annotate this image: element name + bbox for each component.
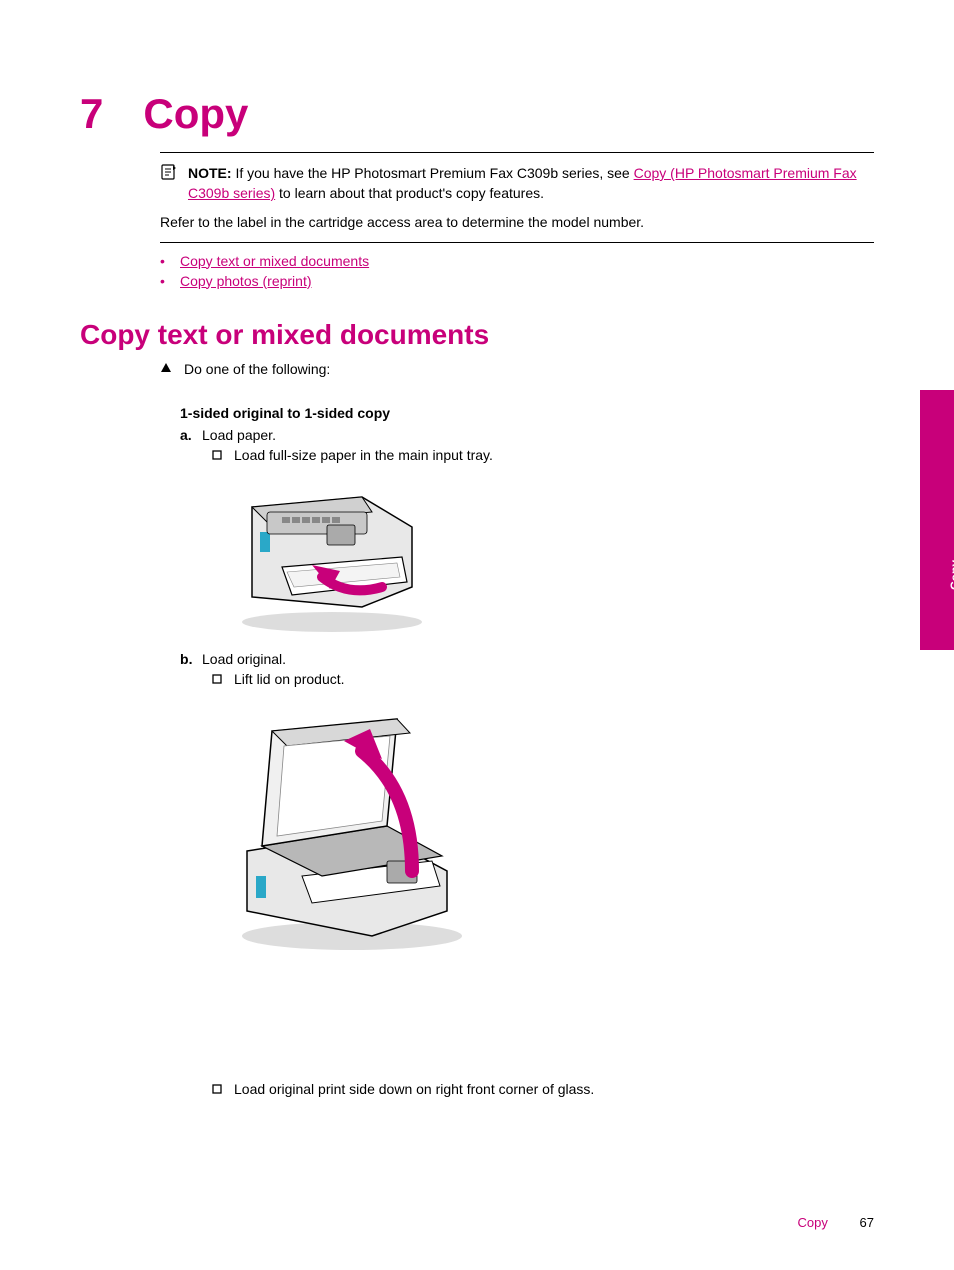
chapter-heading: 7 Copy bbox=[80, 90, 874, 138]
note-icon bbox=[160, 163, 178, 204]
step-a-text: Load paper. bbox=[202, 427, 276, 443]
footer-page-number: 67 bbox=[860, 1215, 874, 1230]
chapter-title: Copy bbox=[143, 90, 248, 138]
step-b: b. Load original. bbox=[180, 651, 874, 667]
step-b-sub-text: Lift lid on product. bbox=[234, 671, 345, 687]
note-block: NOTE: If you have the HP Photosmart Prem… bbox=[160, 163, 874, 204]
subsection-heading: 1-sided original to 1-sided copy bbox=[180, 405, 874, 421]
rule-top bbox=[160, 152, 874, 153]
square-bullet-icon bbox=[212, 1081, 224, 1097]
square-bullet-icon bbox=[212, 447, 224, 463]
chapter-number: 7 bbox=[80, 90, 103, 138]
step-intro-text: Do one of the following: bbox=[184, 361, 330, 377]
manual-page: 7 Copy NOTE: If you have the HP Photosma… bbox=[0, 0, 954, 1270]
step-letter-b: b. bbox=[180, 651, 194, 667]
note-body: NOTE: If you have the HP Photosmart Prem… bbox=[188, 163, 874, 204]
step-b-text: Load original. bbox=[202, 651, 286, 667]
step-final-sub: Load original print side down on right f… bbox=[212, 1081, 874, 1097]
step-a-sub: Load full-size paper in the main input t… bbox=[212, 447, 874, 463]
toc-link-2[interactable]: Copy photos (reprint) bbox=[180, 273, 312, 289]
figure-lift-lid bbox=[212, 701, 874, 961]
step-intro-row: Do one of the following: bbox=[160, 361, 874, 377]
square-bullet-icon bbox=[212, 671, 224, 687]
toc-item: Copy photos (reprint) bbox=[160, 273, 874, 289]
step-b-sub: Lift lid on product. bbox=[212, 671, 874, 687]
step-a: a. Load paper. bbox=[180, 427, 874, 443]
side-tab-label: Copy bbox=[948, 560, 954, 590]
footer-section: Copy bbox=[798, 1215, 828, 1230]
rule-mid bbox=[160, 242, 874, 243]
side-tab bbox=[920, 390, 954, 650]
note-label: NOTE: bbox=[188, 165, 232, 181]
page-footer: Copy 67 bbox=[798, 1215, 874, 1230]
toc-item: Copy text or mixed documents bbox=[160, 253, 874, 269]
note-text-before: If you have the HP Photosmart Premium Fa… bbox=[235, 165, 633, 181]
section-heading: Copy text or mixed documents bbox=[80, 319, 874, 351]
toc-list: Copy text or mixed documents Copy photos… bbox=[160, 253, 874, 289]
step-final-sub-text: Load original print side down on right f… bbox=[234, 1081, 594, 1097]
step-a-sub-text: Load full-size paper in the main input t… bbox=[234, 447, 493, 463]
refer-text: Refer to the label in the cartridge acce… bbox=[160, 214, 874, 230]
toc-link-1[interactable]: Copy text or mixed documents bbox=[180, 253, 369, 269]
note-text-after: to learn about that product's copy featu… bbox=[275, 185, 544, 201]
triangle-up-icon bbox=[160, 361, 174, 377]
figure-load-paper bbox=[212, 477, 874, 637]
step-letter-a: a. bbox=[180, 427, 194, 443]
